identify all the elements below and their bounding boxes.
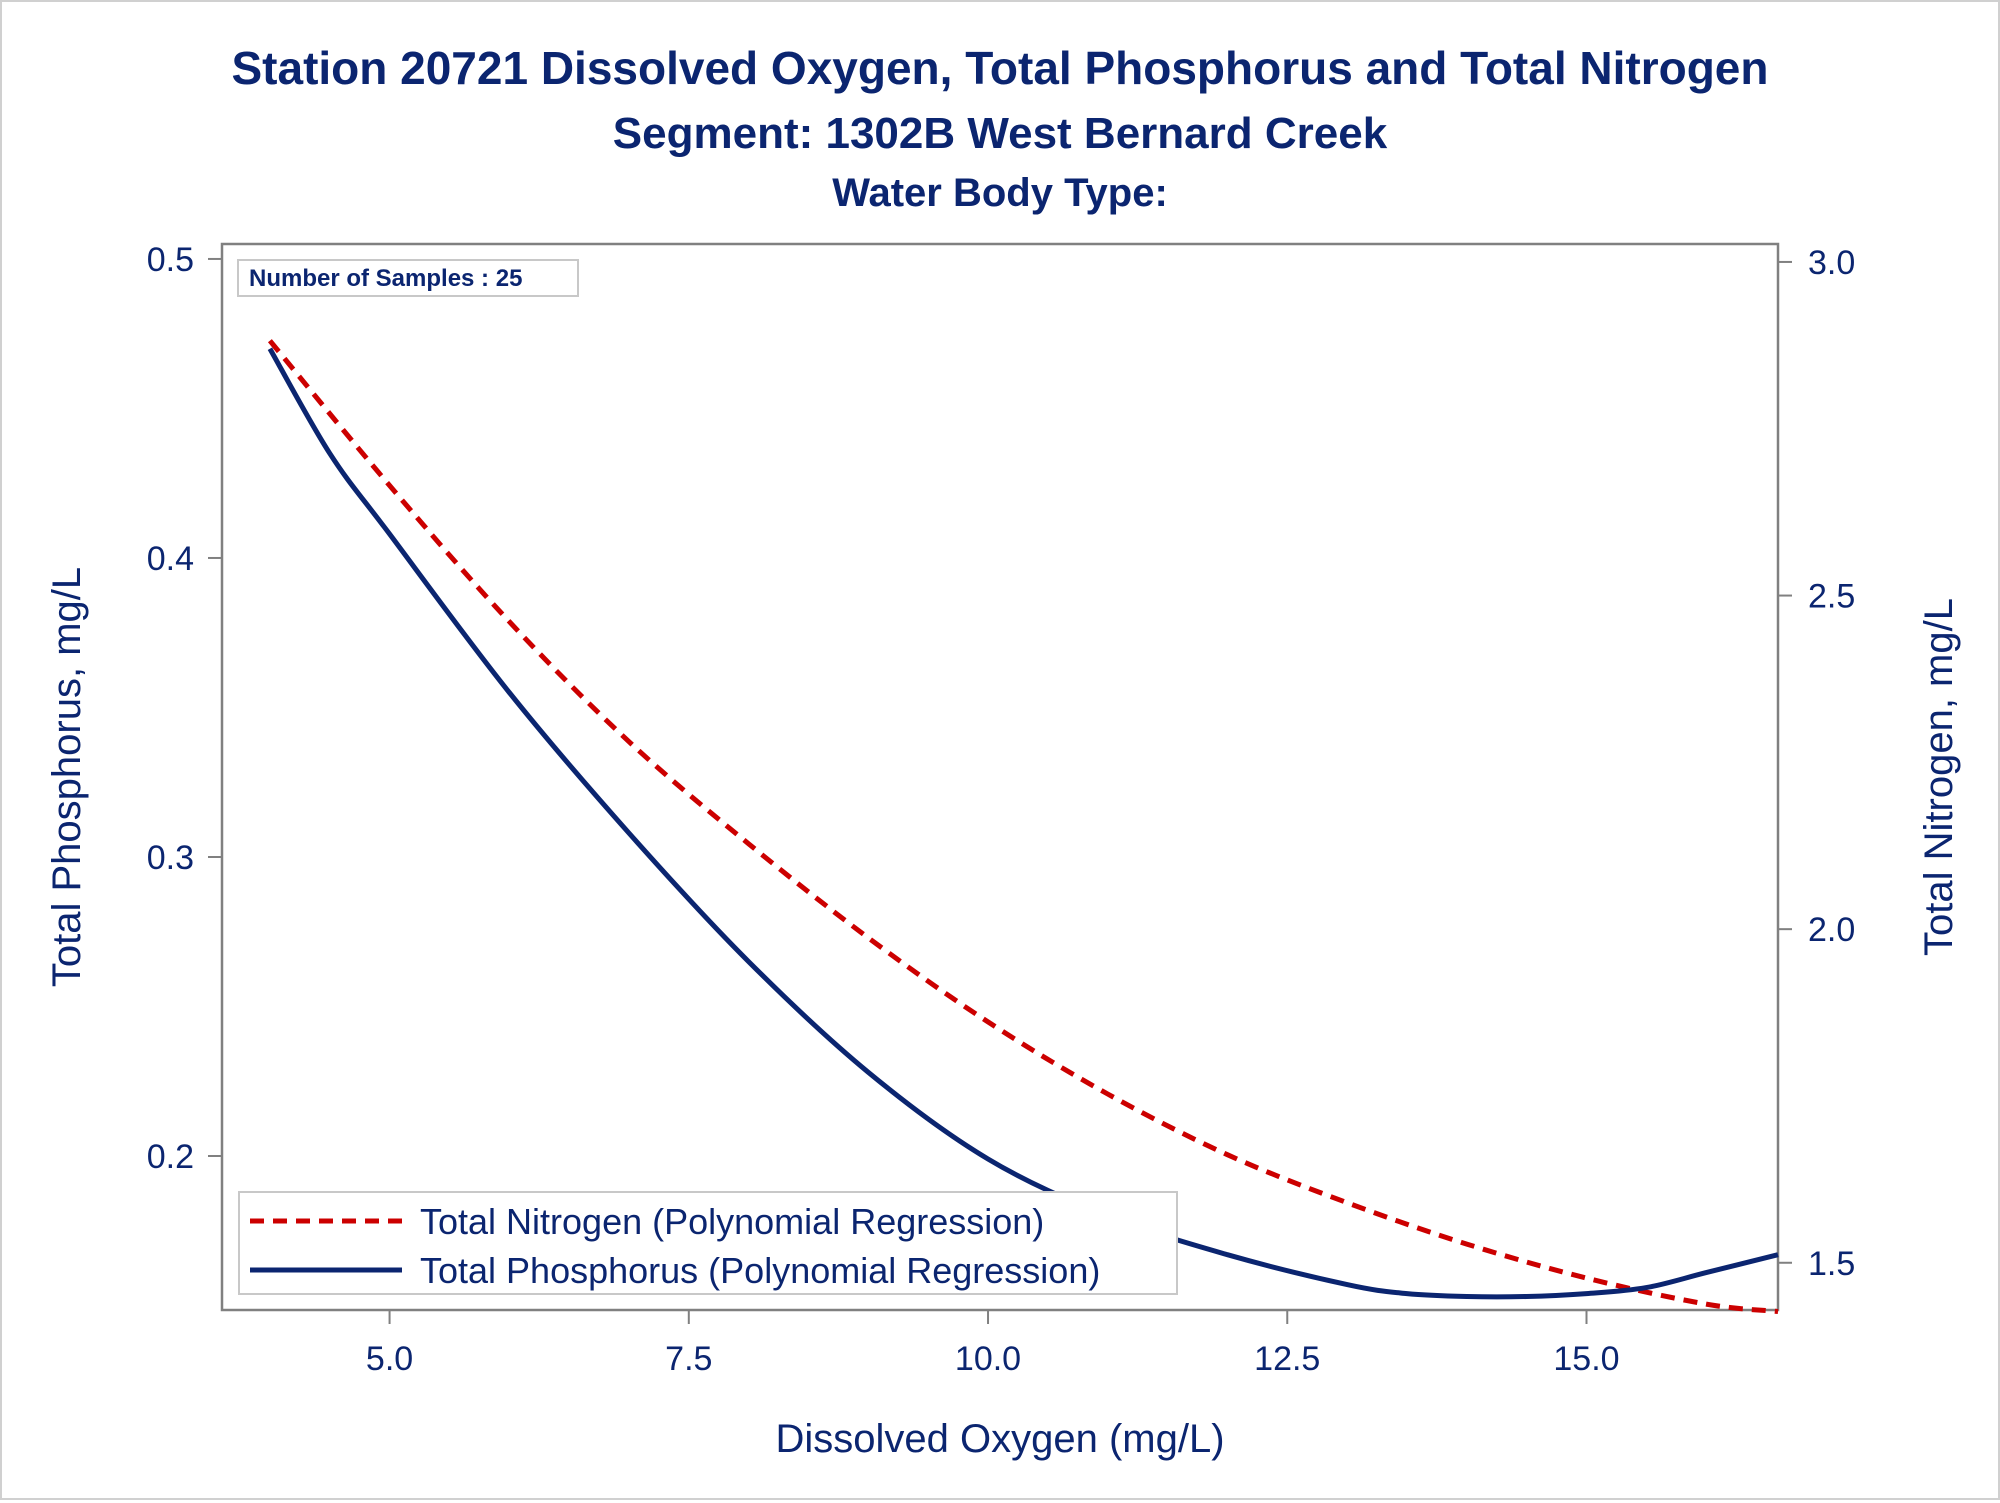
legend-label-phosphorus: Total Phosphorus (Polynomial Regression) [420,1250,1100,1291]
y2-tick-label: 2.5 [1808,578,1855,616]
y2-tick-label: 1.5 [1808,1245,1855,1283]
x-tick-label: 12.5 [1254,1340,1320,1378]
series-line-total-nitrogen [267,339,1779,1314]
x-tick-label: 5.0 [366,1340,413,1378]
y-axis-left: 0.2 0.3 0.4 0.5 [147,241,222,1176]
y-axis-label: Total Phosphorus, mg/L [45,567,89,987]
x-tick-label: 15.0 [1553,1340,1619,1378]
sample-count-label: Number of Samples : 25 [249,265,522,292]
y2-tick-label: 2.0 [1808,911,1855,949]
x-axis-label: Dissolved Oxygen (mg/L) [775,1417,1224,1461]
y-axis-right: 1.5 2.0 2.5 3.0 [1778,244,1855,1283]
legend-box [238,1191,1178,1295]
y2-tick-label: 3.0 [1808,244,1855,282]
y-tick-label: 0.4 [147,540,194,578]
plot-area [220,242,1780,1312]
chart-title: Station 20721 Dissolved Oxygen, Total Ph… [231,42,1768,94]
x-axis: 5.0 7.5 10.0 12.5 15.0 [366,1310,1620,1378]
legend-label-nitrogen: Total Nitrogen (Polynomial Regression) [420,1201,1044,1242]
legend: Total Nitrogen (Polynomial Regression) T… [238,1191,1178,1295]
y-tick-label: 0.3 [147,839,194,877]
chart-subtitle-water-body: Water Body Type: [832,171,1168,215]
series-line-total-phosphorus [267,347,1779,1300]
y-tick-label: 0.2 [147,1138,194,1176]
x-tick-label: 7.5 [665,1340,712,1378]
x-tick-label: 10.0 [955,1340,1021,1378]
chart-subtitle: Segment: 1302B West Bernard Creek [613,109,1388,158]
y2-axis-label: Total Nitrogen, mg/L [1917,598,1961,956]
series-layer [267,339,1779,1314]
y-tick-label: 0.5 [147,241,194,279]
sample-count-box [237,259,579,297]
